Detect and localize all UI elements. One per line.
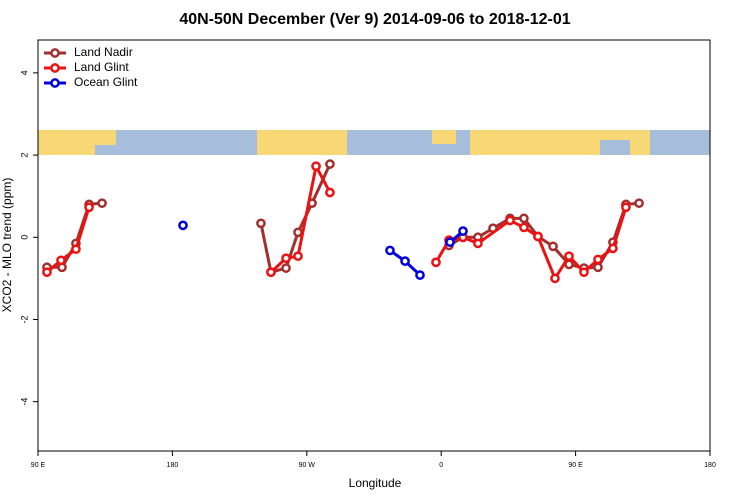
data-point: [621, 202, 631, 213]
data-point: [593, 262, 603, 273]
data-point: [548, 241, 558, 252]
data-point: [415, 270, 425, 280]
data-point: [71, 244, 81, 255]
series-line: [45, 164, 628, 280]
data-point: [505, 215, 515, 226]
chart-title: 40N-50N December (Ver 9) 2014-09-06 to 2…: [179, 11, 570, 28]
data-point: [519, 222, 529, 233]
x-tick-label: 90 W: [299, 462, 316, 469]
data-point: [593, 254, 603, 265]
y-tick-label: 4: [19, 70, 29, 75]
data-point: [178, 220, 188, 231]
data-point: [97, 198, 107, 209]
legend-label: Land Glint: [74, 60, 129, 74]
plot-frame: [37, 39, 711, 452]
data-point: [385, 245, 395, 256]
data-point: [458, 226, 468, 236]
x-tick-label: 180: [167, 462, 179, 469]
y-tick-label: 2: [19, 153, 29, 158]
map-strip: [38, 130, 710, 155]
data-point: [564, 251, 574, 262]
data-point: [325, 187, 335, 198]
data-point: [56, 255, 66, 266]
data-point: [400, 256, 410, 266]
data-point: [431, 257, 441, 268]
x-tick-label: 90 E: [31, 462, 46, 469]
x-tick-label: 180: [704, 462, 716, 469]
data-point: [550, 273, 560, 284]
y-tick-label: 0: [19, 235, 29, 240]
x-tick-label: 90 E: [568, 462, 583, 469]
data-point: [533, 231, 543, 242]
legend-marker: [50, 48, 60, 58]
data-point: [579, 267, 589, 278]
data-point: [473, 238, 483, 249]
data-point: [293, 251, 303, 262]
legend-marker: [50, 63, 60, 73]
legend-label: Ocean Glint: [74, 75, 138, 89]
data-point: [519, 213, 529, 224]
data-point: [281, 263, 291, 273]
data-point: [445, 237, 455, 248]
data-point: [293, 227, 303, 238]
legend-label: Land Nadir: [74, 45, 133, 59]
series-line: [46, 163, 640, 274]
y-tick-label: -4: [19, 398, 29, 406]
data-point: [634, 198, 644, 209]
legend-marker: [50, 78, 60, 88]
data-point: [42, 267, 52, 278]
data-point: [608, 243, 618, 254]
data-point: [325, 159, 335, 169]
data-point: [84, 202, 94, 213]
y-tick-label: -2: [19, 315, 29, 323]
data-point: [311, 161, 321, 172]
y-axis-label: XCO2 - MLO trend (ppm): [0, 178, 14, 313]
data-point: [281, 253, 291, 264]
x-axis-label: Longitude: [349, 476, 402, 490]
x-tick-label: 0: [439, 462, 443, 469]
data-point: [256, 218, 266, 229]
data-point: [266, 267, 276, 278]
